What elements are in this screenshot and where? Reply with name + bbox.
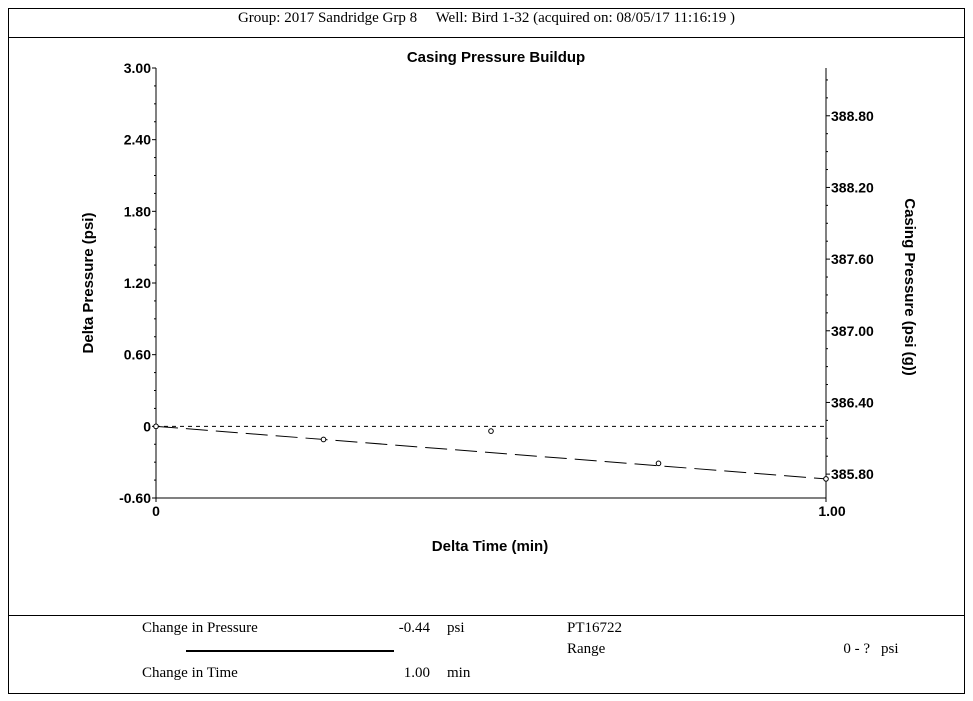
axes: 3.002.401.801.200.600-0.60388.80388.2038… (119, 60, 874, 519)
y2-tick-label: 386.40 (831, 394, 874, 410)
y-tick-label: -0.60 (119, 490, 151, 506)
data-point (488, 428, 494, 434)
change-in-time-value: 1.00 (403, 665, 430, 681)
group-label: Group: 2017 Sandridge Grp 8 (237, 10, 418, 26)
well-label: Well: Bird 1-32 (acquired on: 08/05/17 1… (435, 10, 736, 26)
data-point (153, 423, 159, 430)
change-in-pressure-value: -0.44 (398, 620, 430, 636)
data-points (153, 423, 829, 482)
header-divider (8, 37, 965, 38)
pressure-trend-line (155, 425, 827, 480)
fraction-bar (186, 650, 394, 652)
y2-tick-label: 388.20 (831, 179, 874, 195)
sensor-id: PT16722 (567, 620, 623, 636)
secondary-y-axis-label: Casing Pressure (psi (g)) (901, 198, 918, 376)
pressure-buildup-chart: Casing Pressure Buildup 3.00 2.40 1.80 1.20… (80, 49, 918, 555)
chart-title: Casing Pressure Buildup (407, 49, 585, 66)
x-tick-label: 0 (152, 503, 160, 519)
x-axis-label: Delta Time (min) (432, 538, 548, 555)
y2-tick-label: 388.80 (831, 108, 874, 124)
y2-tick-label: 385.80 (831, 466, 874, 482)
range-label: Range (567, 641, 606, 657)
footer-divider (8, 615, 965, 616)
y-tick-label: 0 (143, 418, 151, 434)
data-point (320, 436, 327, 443)
change-in-pressure-label: Change in Pressure (142, 620, 258, 636)
y-tick-label: 3.00 (124, 60, 151, 76)
data-point (823, 476, 829, 482)
y2-tick-label: 387.00 (831, 323, 874, 339)
y-tick-label: 2.40 (124, 132, 151, 148)
data-point (655, 460, 662, 467)
report-frame (8, 8, 965, 694)
change-in-pressure-unit: psi (447, 620, 465, 636)
range-unit: psi (881, 641, 899, 657)
y-tick-label: 1.20 (124, 275, 151, 291)
plot-lines (155, 425, 827, 480)
x-tick-label: 1.00 (818, 503, 845, 519)
report-header: Group: 2017 Sandridge Grp 8 Well: Bird 1… (0, 10, 973, 27)
y-tick-label: 0.60 (124, 347, 151, 363)
change-in-time-label: Change in Time (142, 665, 238, 681)
y2-tick-label: 387.60 (831, 251, 874, 267)
range-value: 0 - ? (843, 641, 870, 657)
y-axis-label: Delta Pressure (psi) (80, 213, 97, 354)
change-in-time-unit: min (447, 665, 471, 681)
y-tick-label: 1.80 (124, 203, 151, 219)
